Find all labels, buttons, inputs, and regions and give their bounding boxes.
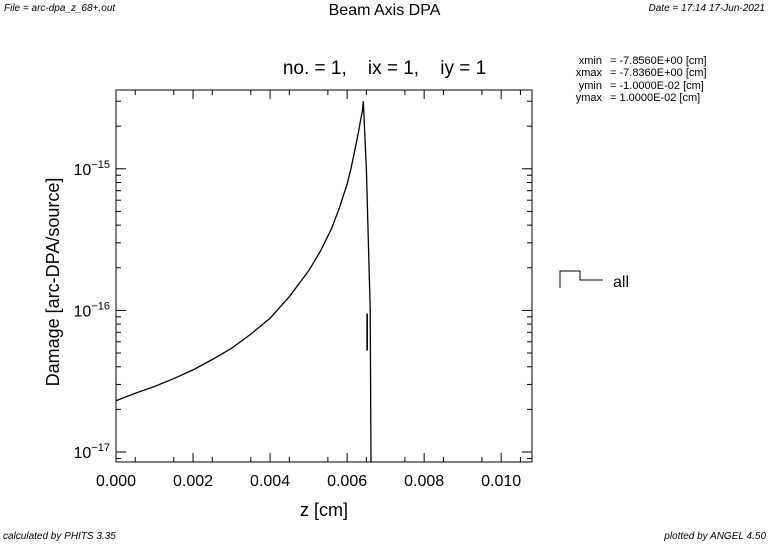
info-key: ymin: [578, 79, 602, 92]
info-key: ymax: [575, 91, 602, 104]
footer-plotted-by: plotted by ANGEL 4.50: [664, 531, 766, 542]
page-title: Beam Axis DPA: [328, 2, 441, 19]
y-tick-label: 10−15: [74, 159, 110, 179]
x-tick-label: 0.008: [404, 473, 444, 490]
info-value: = -7.8360E+00 [cm]: [610, 67, 707, 80]
x-tick-label: 0.004: [250, 473, 290, 490]
x-axis-ticks: 0.000 0.002 0.004 0.006 0.008 0.010: [96, 90, 521, 490]
legend-label-all: all: [613, 274, 629, 291]
subtitle-no: no. = 1,: [282, 58, 347, 79]
x-tick-label: 0.010: [481, 473, 521, 490]
footer-calculated-by: calculated by PHITS 3.35: [3, 531, 116, 542]
info-row-ymin: ymin = -1.0000E-02 [cm]: [566, 80, 707, 92]
legend-swatch: [559, 270, 603, 288]
info-row-ymax: ymax = 1.0000E-02 [cm]: [566, 92, 707, 104]
x-tick-label: 0.000: [96, 473, 136, 490]
info-value: = -7.8560E+00 [cm]: [610, 55, 707, 67]
y-axis-label: Damage [arc-DPA/source]: [43, 178, 63, 387]
y-axis-ticks: 10−15 10−16 10−17: [74, 100, 532, 462]
legend: all: [559, 270, 629, 291]
info-row-xmin: xmin = -7.8560E+00 [cm]: [566, 55, 707, 67]
x-axis-label: z [cm]: [300, 500, 348, 520]
info-row-xmax: xmax = -7.8360E+00 [cm]: [566, 67, 707, 79]
info-value: = -1.0000E-02 [cm]: [610, 79, 704, 92]
subtitle: no. = 1, ix = 1, iy = 1: [0, 58, 769, 80]
info-value: = 1.0000E-02 [cm]: [610, 91, 701, 104]
subtitle-iy: iy = 1: [440, 58, 487, 79]
series-line-all: [115, 101, 372, 463]
date-label: Date = 17:14 17-Jun-2021: [648, 3, 765, 14]
subtitle-ix: ix = 1,: [367, 58, 420, 79]
x-tick-label: 0.006: [327, 473, 367, 490]
plot-frame: [115, 89, 533, 463]
x-tick-label: 0.002: [173, 473, 213, 490]
info-key: xmax: [575, 67, 602, 80]
range-info: xmin = -7.8560E+00 [cm] xmax = -7.8360E+00…: [566, 55, 707, 104]
y-tick-label: 10−16: [74, 300, 110, 320]
y-tick-label: 10−17: [74, 442, 110, 462]
info-key: xmin: [578, 55, 602, 67]
file-label: File = arc-dpa_z_68+.out: [4, 3, 116, 14]
